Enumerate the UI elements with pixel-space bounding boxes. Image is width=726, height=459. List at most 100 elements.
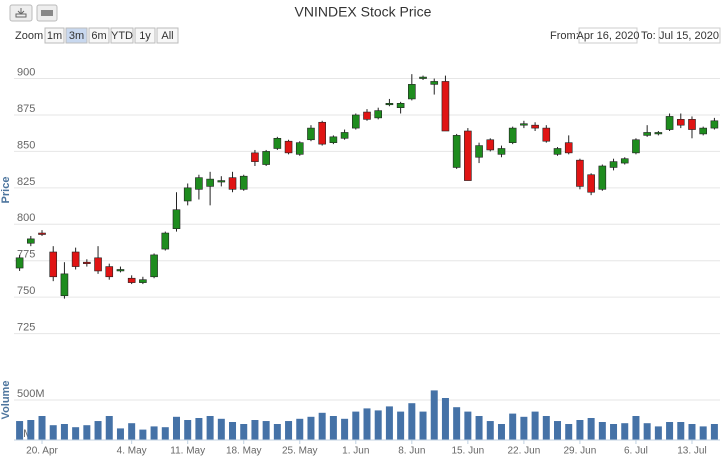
volume-bar (363, 408, 371, 440)
candle-body (587, 174, 595, 193)
candle-body (139, 279, 147, 283)
volume-bar (172, 416, 180, 440)
zoom-button[interactable] (88, 27, 110, 44)
volume-bar (128, 423, 136, 440)
volume-bar (318, 412, 326, 440)
volume-bar (161, 427, 169, 440)
zoom-button-label: 1m (47, 30, 62, 42)
volume-bar (587, 418, 595, 440)
candle-body (329, 136, 338, 143)
volume-bar (598, 422, 606, 440)
candle-body (520, 123, 528, 126)
candle-body (195, 177, 203, 190)
volume-bar (699, 426, 707, 440)
candle-body (27, 238, 35, 244)
y-tick-label: 900 (17, 66, 35, 78)
candle-body (430, 81, 439, 85)
zoom-button[interactable] (156, 27, 179, 44)
volume-bar (576, 420, 584, 440)
candle-body (71, 251, 80, 267)
volume-bar (464, 411, 472, 440)
candle-body (486, 139, 495, 151)
candle-body (15, 257, 24, 269)
volume-bar (554, 421, 562, 440)
volume-bar (374, 410, 382, 440)
from-label: From: (550, 30, 579, 42)
from-input[interactable] (578, 27, 638, 44)
candle-body (576, 159, 584, 187)
candle-body (284, 140, 293, 154)
volume-bar (150, 426, 158, 440)
candle-body (542, 127, 551, 142)
candle-body (38, 232, 46, 235)
y-tick-label: 825 (17, 176, 35, 188)
zoom-button[interactable] (134, 27, 156, 44)
volume-bar (72, 427, 80, 440)
y-axis-title: Volume (0, 381, 12, 420)
candle-body (251, 152, 259, 162)
volume-bar (184, 420, 192, 440)
candle-body (464, 130, 472, 181)
to-input[interactable] (658, 27, 721, 44)
candle-body (609, 161, 618, 168)
x-tick-label: 29. Jun (564, 446, 597, 457)
candle-body (172, 209, 181, 229)
volume-bar (229, 422, 237, 440)
volume-bar (397, 411, 405, 440)
candle-body (441, 81, 450, 132)
volume-bar (307, 416, 315, 440)
volume-bar (296, 418, 304, 440)
volume-bar (385, 406, 393, 440)
volume-bar (285, 421, 293, 440)
volume-bar (509, 413, 517, 440)
candle-body (654, 132, 663, 135)
from-value: Apr 16, 2020 (577, 30, 640, 42)
y-axis-title: Price (0, 177, 12, 204)
candle-body (60, 273, 69, 297)
volume-bar (677, 422, 685, 440)
x-tick-label: 1. Jun (342, 446, 369, 457)
candle-body (351, 114, 360, 129)
candle-body (385, 103, 394, 106)
to-label: To: (641, 30, 656, 42)
y-tick-label: 725 (17, 322, 35, 334)
volume-bar (486, 421, 494, 440)
candle-body (643, 132, 651, 136)
candle-body (295, 142, 304, 155)
volume-bar (419, 411, 427, 440)
volume-bar (139, 429, 147, 440)
volume-bar (206, 416, 214, 440)
export-button[interactable] (9, 4, 33, 22)
x-tick-label: 4. May (117, 446, 147, 457)
volume-bar (408, 403, 416, 440)
volume-bar (251, 420, 259, 440)
candle-body (497, 148, 506, 155)
candle-body (620, 158, 629, 164)
to-value: Jul 15, 2020 (659, 30, 719, 42)
zoom-button[interactable] (110, 27, 134, 44)
zoom-button-label: 3m (69, 30, 84, 42)
candle-body (363, 111, 371, 120)
candle-body (307, 127, 315, 141)
candle-body (116, 269, 125, 272)
volume-bar (195, 418, 203, 440)
zoom-label: Zoom (15, 30, 43, 42)
candle-body (632, 139, 640, 154)
candle-body (94, 257, 102, 272)
zoom-button[interactable] (65, 27, 88, 44)
volume-bar (453, 407, 461, 440)
volume-bar (654, 426, 662, 440)
candle-body (598, 165, 607, 190)
volume-bar (341, 418, 349, 440)
volume-bar (352, 411, 360, 440)
print-button[interactable] (36, 4, 58, 22)
y-tick-label: 500M (17, 388, 45, 400)
candle-body (688, 119, 696, 130)
candle-body (475, 145, 483, 158)
candle-body (228, 177, 237, 190)
volume-bar (621, 423, 629, 440)
zoom-button[interactable] (44, 27, 65, 44)
zoom-button-label: 6m (91, 30, 106, 42)
volume-bar (475, 416, 483, 440)
